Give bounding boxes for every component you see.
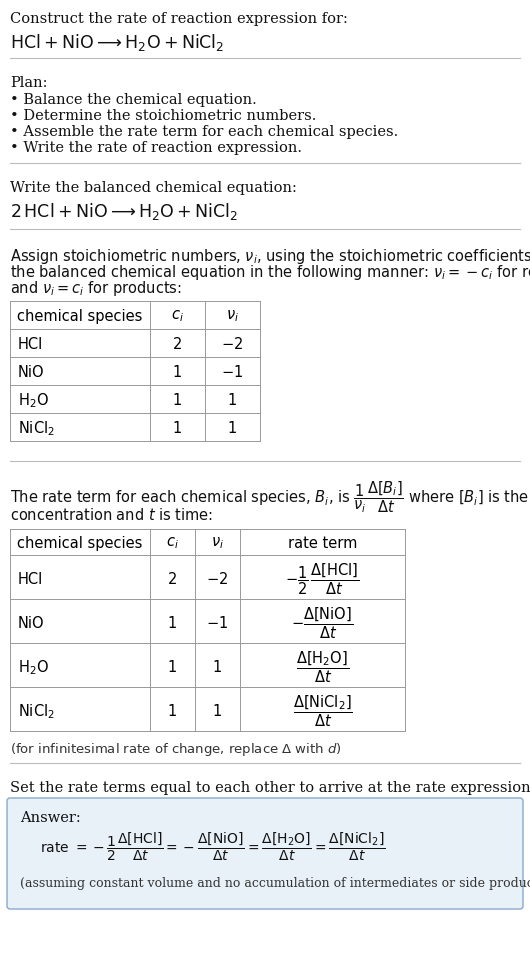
Text: • Write the rate of reaction expression.: • Write the rate of reaction expression. [10, 141, 302, 155]
Text: (assuming constant volume and no accumulation of intermediates or side products): (assuming constant volume and no accumul… [20, 877, 530, 890]
Text: Assign stoichiometric numbers, $\nu_i$, using the stoichiometric coefficients, $: Assign stoichiometric numbers, $\nu_i$, … [10, 247, 530, 266]
Text: 1: 1 [228, 421, 237, 436]
Text: rate $= -\dfrac{1}{2}\dfrac{\Delta[\mathrm{HCl}]}{\Delta t} = -\dfrac{\Delta[\ma: rate $= -\dfrac{1}{2}\dfrac{\Delta[\math… [40, 831, 385, 864]
Text: $\mathrm{NiCl_2}$: $\mathrm{NiCl_2}$ [18, 419, 55, 438]
Text: $\mathrm{NiCl_2}$: $\mathrm{NiCl_2}$ [18, 702, 55, 720]
Text: HCl: HCl [18, 337, 43, 352]
Text: chemical species: chemical species [17, 308, 143, 324]
Text: $\mathrm{H_2O}$: $\mathrm{H_2O}$ [18, 658, 49, 676]
Text: the balanced chemical equation in the following manner: $\nu_i = -c_i$ for react: the balanced chemical equation in the fo… [10, 263, 530, 282]
Text: NiO: NiO [18, 365, 45, 380]
Text: $c_i$: $c_i$ [166, 536, 179, 551]
Text: $c_i$: $c_i$ [171, 308, 184, 324]
Text: and $\nu_i = c_i$ for products:: and $\nu_i = c_i$ for products: [10, 279, 182, 298]
Text: $\dfrac{\Delta[\mathrm{NiCl_2}]}{\Delta t}$: $\dfrac{\Delta[\mathrm{NiCl_2}]}{\Delta … [293, 693, 352, 729]
Text: 1: 1 [173, 365, 182, 380]
Text: Plan:: Plan: [10, 76, 48, 90]
Text: 1: 1 [168, 660, 177, 674]
Text: rate term: rate term [288, 536, 357, 550]
Text: 1: 1 [213, 660, 222, 674]
Text: HCl: HCl [18, 572, 43, 587]
Text: $\nu_i$: $\nu_i$ [226, 308, 239, 324]
Text: 2: 2 [168, 572, 177, 587]
Text: Answer:: Answer: [20, 811, 81, 825]
Text: chemical species: chemical species [17, 536, 143, 550]
Text: $\dfrac{\Delta[\mathrm{H_2O}]}{\Delta t}$: $\dfrac{\Delta[\mathrm{H_2O}]}{\Delta t}… [296, 649, 349, 685]
Text: 1: 1 [173, 393, 182, 408]
Text: $-\dfrac{1}{2}\,\dfrac{\Delta[\mathrm{HCl}]}{\Delta t}$: $-\dfrac{1}{2}\,\dfrac{\Delta[\mathrm{HC… [285, 561, 360, 597]
Text: 1: 1 [168, 704, 177, 718]
Text: $\nu_i$: $\nu_i$ [211, 536, 224, 551]
Text: $\mathrm{HCl + NiO} \longrightarrow \mathrm{H_2O + NiCl_2}$: $\mathrm{HCl + NiO} \longrightarrow \mat… [10, 32, 225, 53]
Text: NiO: NiO [18, 616, 45, 630]
Text: • Assemble the rate term for each chemical species.: • Assemble the rate term for each chemic… [10, 125, 398, 139]
Text: Construct the rate of reaction expression for:: Construct the rate of reaction expressio… [10, 12, 348, 26]
Text: $-2$: $-2$ [222, 337, 244, 352]
Text: Set the rate terms equal to each other to arrive at the rate expression:: Set the rate terms equal to each other t… [10, 781, 530, 795]
Text: • Balance the chemical equation.: • Balance the chemical equation. [10, 93, 257, 107]
Text: 2: 2 [173, 337, 182, 352]
Text: $-\dfrac{\Delta[\mathrm{NiO}]}{\Delta t}$: $-\dfrac{\Delta[\mathrm{NiO}]}{\Delta t}… [292, 605, 354, 641]
Text: $-2$: $-2$ [207, 571, 228, 588]
Text: $\mathrm{2\,HCl + NiO} \longrightarrow \mathrm{H_2O + NiCl_2}$: $\mathrm{2\,HCl + NiO} \longrightarrow \… [10, 201, 238, 222]
Text: 1: 1 [213, 704, 222, 718]
Text: • Determine the stoichiometric numbers.: • Determine the stoichiometric numbers. [10, 109, 316, 123]
Text: 1: 1 [168, 616, 177, 630]
Text: $-1$: $-1$ [207, 615, 228, 631]
Text: 1: 1 [228, 393, 237, 408]
Text: concentration and $t$ is time:: concentration and $t$ is time: [10, 507, 213, 523]
FancyBboxPatch shape [7, 798, 523, 909]
Text: 1: 1 [173, 421, 182, 436]
Text: Write the balanced chemical equation:: Write the balanced chemical equation: [10, 181, 297, 195]
Text: $-1$: $-1$ [222, 364, 244, 381]
Text: (for infinitesimal rate of change, replace $\Delta$ with $d$): (for infinitesimal rate of change, repla… [10, 741, 342, 758]
Text: $\mathrm{H_2O}$: $\mathrm{H_2O}$ [18, 391, 49, 410]
Text: The rate term for each chemical species, $B_i$, is $\dfrac{1}{\nu_i}\dfrac{\Delt: The rate term for each chemical species,… [10, 479, 530, 514]
